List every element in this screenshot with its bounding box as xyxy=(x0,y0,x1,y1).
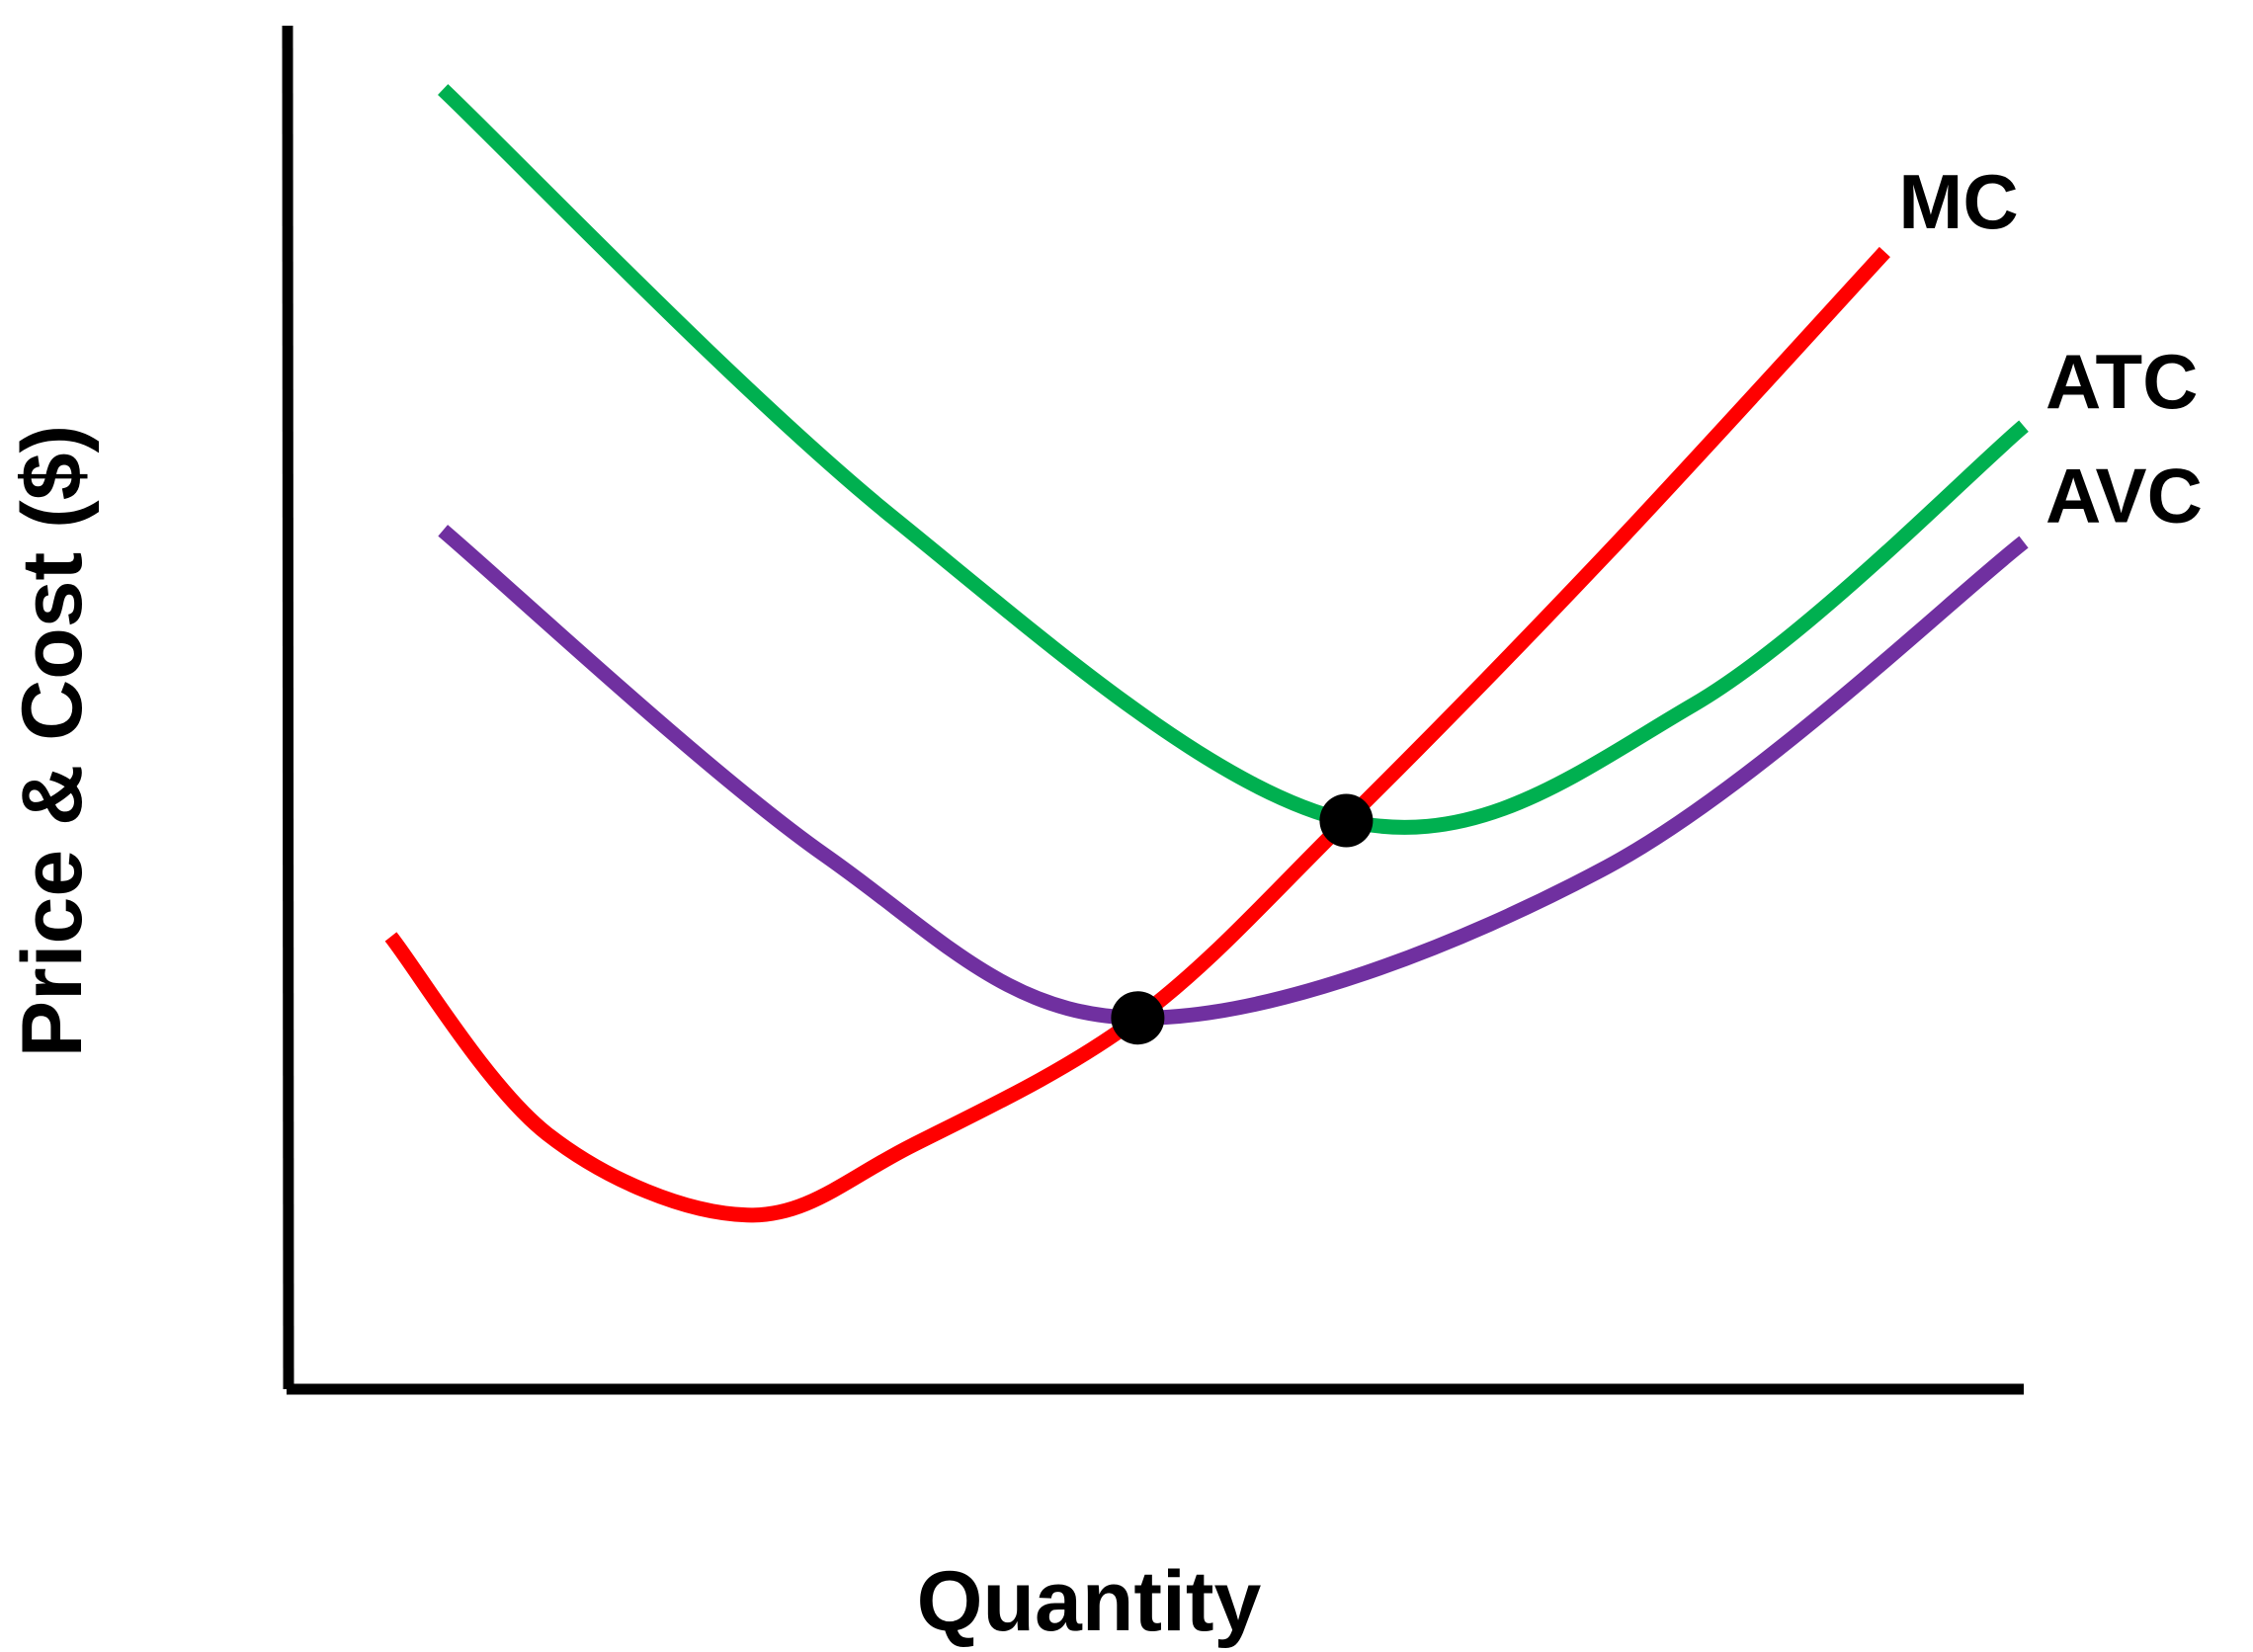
series-line-atc xyxy=(438,84,2029,835)
series-label-avc: AVC xyxy=(2045,453,2203,539)
curve-labels-group: MC ATC AVC xyxy=(1898,158,2203,539)
series-line-mc xyxy=(384,246,1890,1223)
x-axis-label: Quantity xyxy=(917,1554,1262,1649)
axes-group xyxy=(282,25,2024,1395)
series-label-mc: MC xyxy=(1898,158,2018,245)
highlight-points-group xyxy=(1111,793,1374,1045)
intersection-point-2 xyxy=(1111,991,1165,1045)
y-axis-label: Price & Cost ($) xyxy=(5,425,100,1057)
intersection-point-1 xyxy=(1319,793,1374,848)
series-label-atc: ATC xyxy=(2045,338,2199,425)
curves-group xyxy=(384,84,2029,1223)
y-axis-line xyxy=(282,25,294,1390)
